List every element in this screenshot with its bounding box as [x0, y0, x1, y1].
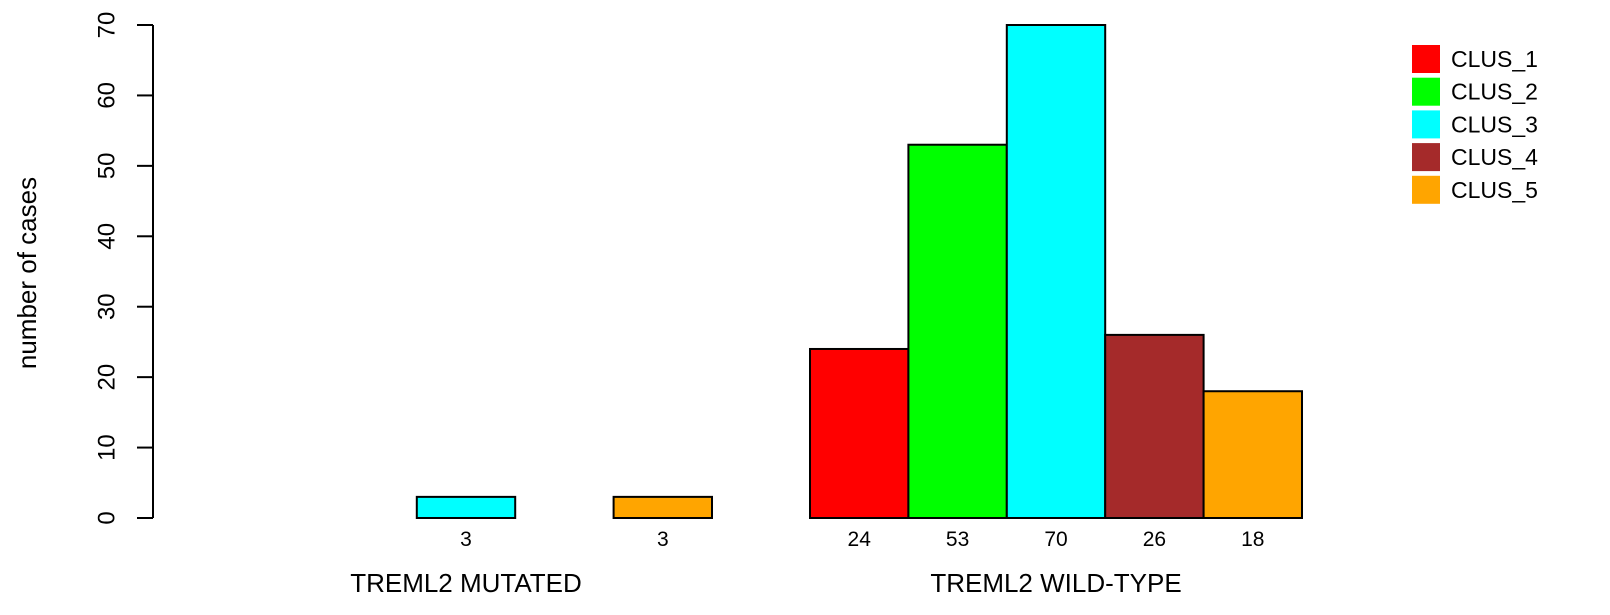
y-tick-label: 30: [93, 293, 120, 320]
legend-label: CLUS_2: [1451, 79, 1538, 105]
legend-swatch: [1412, 175, 1440, 204]
y-tick-label: 50: [93, 153, 120, 180]
bar-clus-2: [907, 143, 1008, 519]
bar-clus-3: [415, 495, 517, 519]
y-tick-label: 20: [93, 364, 120, 391]
y-tick-label: 70: [93, 12, 120, 39]
legend-swatch: [1412, 143, 1440, 172]
group-labels: TREML2 MUTATED TREML2 WILD-TYPE: [350, 568, 1181, 598]
y-tick-label: 10: [93, 434, 120, 461]
bar-count-label: 24: [848, 528, 872, 551]
bar-clus-1: [809, 347, 910, 519]
y-axis-title: number of cases: [12, 177, 42, 369]
y-tick-label: 40: [93, 223, 120, 250]
bar-clus-5: [1202, 390, 1303, 520]
y-tick-label: 0: [93, 511, 120, 524]
bar-clus-3: [1005, 24, 1107, 519]
bar-clus-5: [612, 495, 713, 519]
bar-count-label: 3: [460, 528, 472, 551]
legend-swatch: [1412, 110, 1440, 139]
bar-count-label: 26: [1143, 528, 1166, 551]
group-label: TREML2 WILD-TYPE: [930, 568, 1181, 598]
legend-swatch: [1412, 77, 1440, 106]
y-tick-label: 60: [93, 82, 120, 109]
legend-swatch: [1412, 45, 1440, 73]
count-labels: 3 3 24 53 70 26 18: [460, 528, 1264, 551]
bars: [415, 24, 1303, 520]
bar-count-label: 3: [657, 528, 669, 551]
bar-count-label: 53: [946, 528, 969, 551]
bar-clus-4: [1104, 333, 1205, 519]
legend-label: CLUS_5: [1451, 177, 1538, 203]
legend-label: CLUS_3: [1451, 111, 1538, 137]
y-axis: 0 10 20 30 40 50 60 70: [93, 12, 154, 525]
legend-label: CLUS_1: [1451, 46, 1538, 72]
bar-count-label: 18: [1241, 528, 1264, 551]
legend: CLUS_1 CLUS_2 CLUS_3 CLUS_4 CLUS_5: [1412, 45, 1538, 204]
group-label: TREML2 MUTATED: [350, 568, 582, 598]
bar-count-label: 70: [1044, 528, 1067, 551]
legend-label: CLUS_4: [1451, 144, 1538, 170]
